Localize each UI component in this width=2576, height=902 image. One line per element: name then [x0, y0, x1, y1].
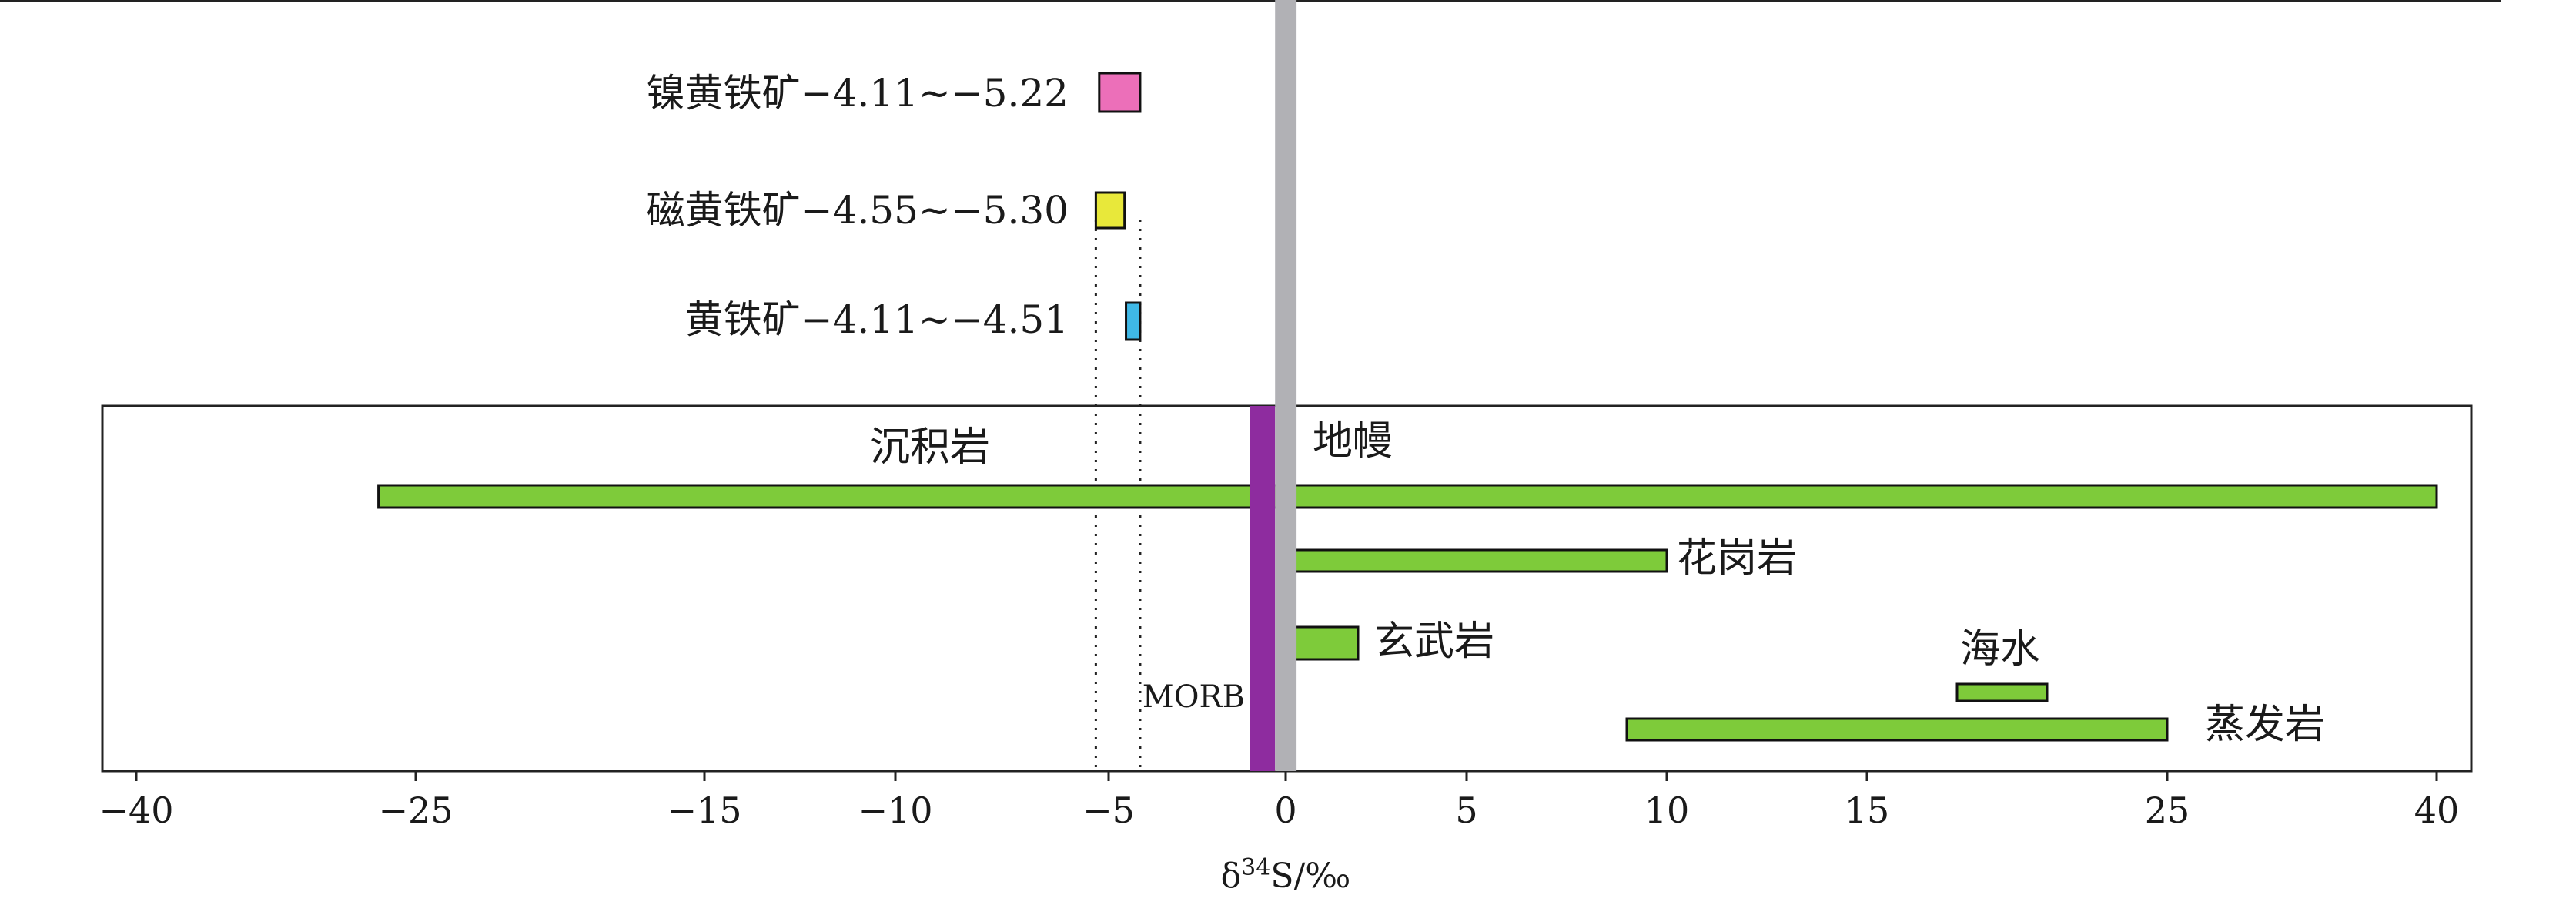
mantle-label: 地幔 [1313, 418, 1393, 464]
mineral-bars [1094, 72, 1142, 341]
reference-bar-3 [1955, 682, 2049, 702]
x-tick-label-10: 40 [2414, 790, 2460, 831]
mantle-morb-bands [1250, 0, 1297, 771]
x-tick-label-5: 0 [1274, 790, 1296, 831]
x-axis-label: δ34S/‰ [1221, 854, 1351, 896]
reference-label-2: 玄武岩 [1374, 619, 1494, 665]
x-tick-label-0: −40 [99, 790, 173, 831]
x-tick-label-8: 15 [1845, 790, 1890, 831]
reference-bar-1 [1284, 548, 1668, 573]
x-tick-label-3: −10 [858, 790, 932, 831]
reference-label-3: 海水 [1960, 626, 2040, 672]
x-tick-label-7: 10 [1644, 790, 1690, 831]
x-tick-label-2: −15 [667, 790, 741, 831]
mineral-bar-0 [1098, 72, 1142, 113]
x-tick-label-9: 25 [2145, 790, 2190, 831]
x-axis: −40 −25 −15 −10 −5 0 5 10 15 25 40 [99, 771, 2459, 831]
chart-labels: 镍黄铁矿−4.11~−5.22 磁黄铁矿−4.55~−5.30 黄铁矿−4.11~−… [647, 71, 2325, 748]
mineral-bar-2 [1125, 301, 1142, 341]
reference-bar-0 [377, 484, 2438, 509]
mineral-label-0: 镍黄铁矿−4.11~−5.22 [647, 71, 1069, 116]
reference-label-0: 沉积岩 [870, 424, 990, 471]
morb-band [1250, 406, 1276, 771]
reference-bar-4 [1625, 717, 2169, 742]
x-tick-label-4: −5 [1082, 790, 1135, 831]
morb-label: MORB [1142, 679, 1245, 715]
reference-bars [377, 484, 2438, 742]
mantle-band [1275, 0, 1297, 771]
mineral-bar-1 [1094, 191, 1126, 230]
reference-label-1: 花岗岩 [1677, 535, 1797, 582]
x-tick-label-6: 5 [1455, 790, 1477, 831]
mineral-label-1: 磁黄铁矿−4.55~−5.30 [647, 188, 1069, 233]
mineral-label-2: 黄铁矿−4.11~−4.51 [685, 297, 1069, 342]
x-tick-label-1: −25 [378, 790, 453, 831]
reference-label-4: 蒸发岩 [2205, 702, 2325, 748]
